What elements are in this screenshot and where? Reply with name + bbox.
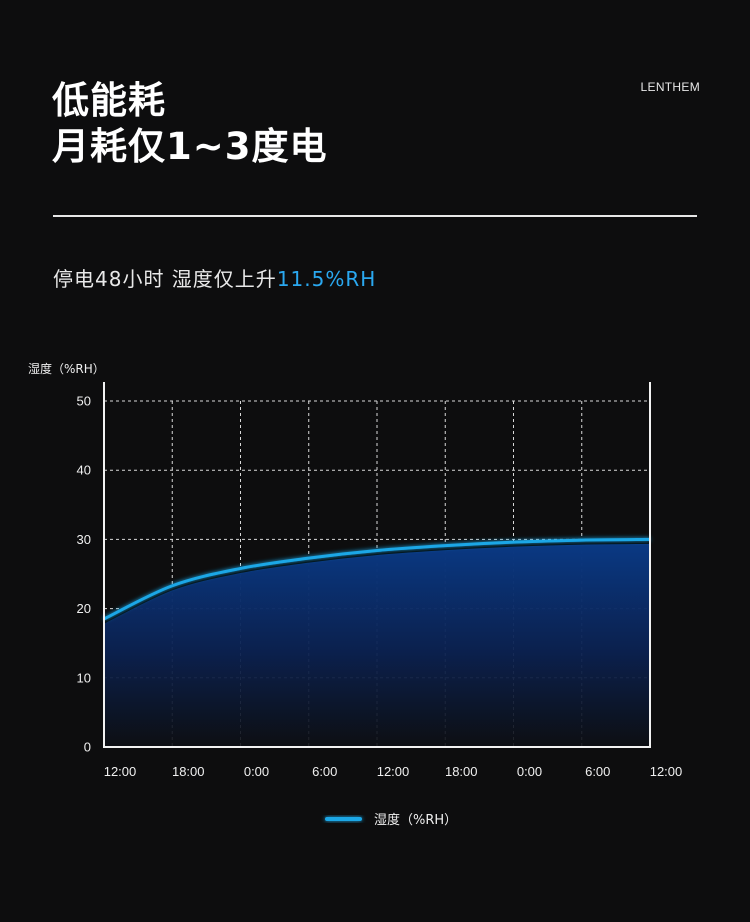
y-tick-label: 0 xyxy=(84,740,91,755)
x-tick-label: 6:00 xyxy=(312,764,337,779)
divider xyxy=(53,215,697,217)
y-tick-label: 20 xyxy=(77,601,91,616)
brand-logo-text: LENTHEM xyxy=(640,80,700,94)
y-tick-label: 40 xyxy=(77,463,91,478)
y-tick-label: 10 xyxy=(77,670,91,685)
y-axis-title: 湿度（%RH） xyxy=(28,361,105,376)
subheadline: 停电48小时 湿度仅上升11.5%RH xyxy=(53,263,376,292)
area-fill xyxy=(104,539,650,746)
headline: 低能耗 月耗仅1~3度电 xyxy=(52,78,328,170)
axes xyxy=(103,382,651,748)
x-tick-label: 12:00 xyxy=(104,764,137,779)
x-tick-label: 18:00 xyxy=(172,764,205,779)
x-tick-labels: 12:00 18:00 0:00 6:00 12:00 18:00 0:00 6:00 12:0… xyxy=(104,764,683,779)
area-layer xyxy=(103,537,651,746)
x-tick-label: 12:00 xyxy=(377,764,410,779)
subheadline-text: 停电48小时 湿度仅上升 xyxy=(53,267,277,291)
x-tick-label: 0:00 xyxy=(517,764,542,779)
y-tick-label: 50 xyxy=(77,394,91,409)
x-tick-label: 6:00 xyxy=(585,764,610,779)
headline-line-1: 低能耗 xyxy=(52,79,166,122)
legend-label: 湿度（%RH） xyxy=(374,812,457,828)
legend-swatch xyxy=(325,817,362,821)
headline-line-2: 月耗仅1~3度电 xyxy=(52,125,328,168)
line-shadow xyxy=(103,540,651,624)
subheadline-highlight: 11.5%RH xyxy=(276,267,377,291)
x-tick-label: 0:00 xyxy=(244,764,269,779)
y-tick-labels: 0 10 20 30 40 50 xyxy=(77,394,91,755)
legend: 湿度（%RH） xyxy=(325,812,457,828)
x-tick-label: 12:00 xyxy=(650,764,683,779)
y-tick-label: 30 xyxy=(77,532,91,547)
x-tick-label: 18:00 xyxy=(445,764,478,779)
